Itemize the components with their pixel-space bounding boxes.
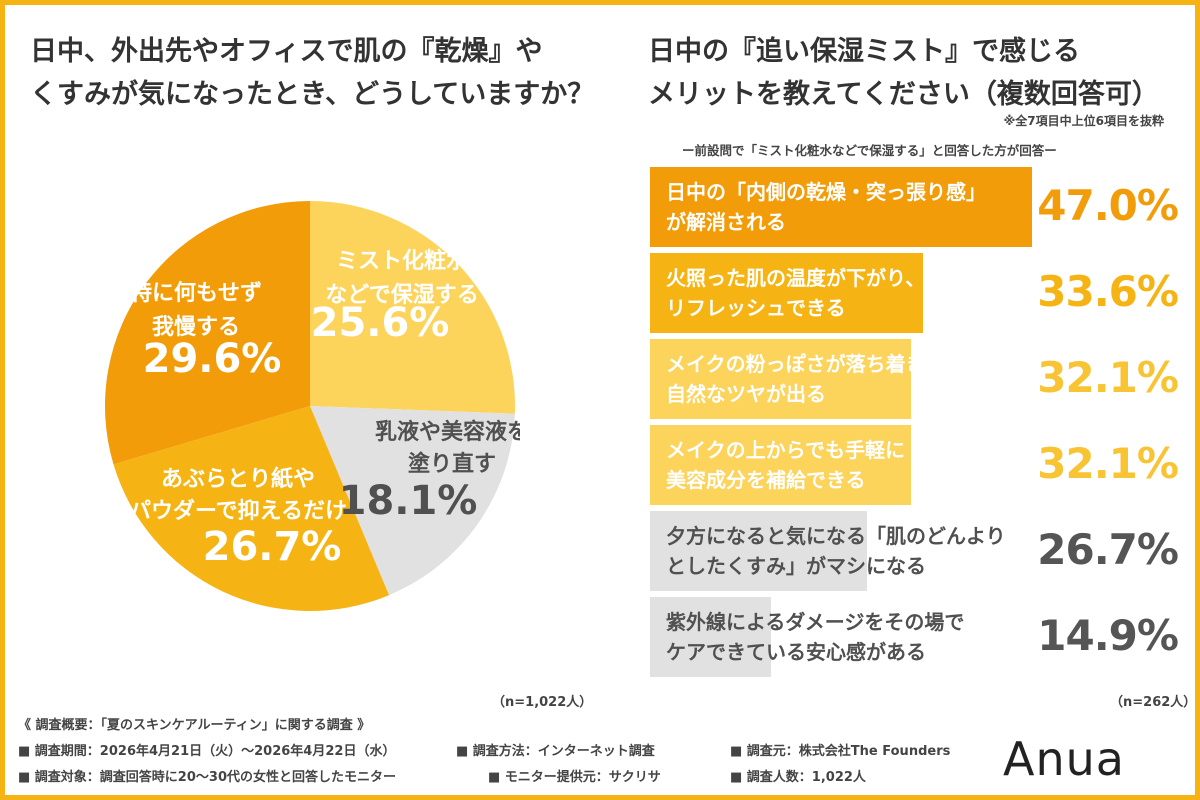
pie-value-3: 29.6%: [143, 336, 282, 382]
respondent-note: ー前設問で「ミスト化粧水などで保湿する」と回答した方が回答ー: [682, 143, 1057, 158]
pie-slice-3: [105, 201, 310, 465]
bar-1: [650, 253, 923, 333]
pie-slice-0: [310, 201, 515, 414]
bar-value-0: 47.0%: [1037, 181, 1179, 230]
pie-slice-1: [310, 406, 515, 596]
bar-5: [650, 597, 771, 677]
pie-label-1-0: 乳液や美容液を: [375, 419, 520, 445]
bar-row-0: 日中の「内側の乾燥・突っ張り感」 が解消される 47.0%: [650, 167, 1180, 247]
pie-sample-size: （n=1,022人）: [492, 695, 593, 710]
pie-label-2-1: パウダーで抑えるだけ: [129, 498, 347, 524]
bar-label-line-0-0: 日中の「内側の乾燥・突っ張り感」: [666, 180, 986, 204]
bar-label-5: 紫外線によるダメージをその場で ケアできている安心感がある: [666, 607, 964, 667]
right-title-line-1: 日中の『追い保湿ミスト』で感じる: [648, 36, 1080, 67]
bar-label-2: メイクの粉っぽさが落ち着き、 自然なツヤが出る: [666, 349, 944, 409]
left-title-line-1: 日中、外出先やオフィスで肌の『乾燥』や: [30, 36, 543, 67]
survey-period: ■ 調査期間：2026年4月21日（火）〜2026年4月22日（水）: [18, 744, 396, 759]
bar-row-1: 火照った肌の温度が下がり、 リフレッシュできる 33.6%: [650, 253, 1180, 333]
bar-label-0: 日中の「内側の乾燥・突っ張り感」 が解消される: [666, 177, 986, 237]
bar-value-3: 32.1%: [1037, 439, 1179, 488]
bar-sample-size: （n=262人）: [1110, 695, 1197, 710]
bar-value-1: 33.6%: [1037, 267, 1179, 316]
bar-label-4: 夕方になると気になる「肌のどんより としたくすみ」がマシになる: [666, 521, 1006, 581]
survey-target: ■ 調査対象：調査回答時に20〜30代の女性と回答したモニター: [18, 770, 396, 785]
excerpt-note: ※全7項目中上位6項目を抜粋: [1003, 114, 1164, 128]
bar-row-2: メイクの粉っぽさが落ち着き、 自然なツヤが出る 32.1%: [650, 339, 1180, 419]
survey-count: ■ 調査人数：1,022人: [730, 770, 866, 785]
bar-3: [650, 425, 911, 505]
pie-label-1-1: 塗り直す: [408, 451, 496, 477]
pie-slice-2: [113, 406, 390, 611]
bar-label-line-3-0: メイクの上からでも手軽に: [666, 438, 905, 462]
bar-2: [650, 339, 911, 419]
bar-label-1: 火照った肌の温度が下がり、 リフレッシュできる: [666, 263, 925, 323]
bar-row-3: メイクの上からでも手軽に 美容成分を補給できる 32.1%: [650, 425, 1180, 505]
pie-label-0-0: ミスト化粧水: [336, 248, 469, 274]
survey-source: ■ 調査元：株式会社The Founders: [730, 744, 951, 759]
pie-value-1: 18.1%: [339, 478, 478, 524]
bar-label-line-0-1: が解消される: [666, 210, 786, 234]
right-title-line-2: メリットを教えてください（複数回答可）: [648, 79, 1159, 110]
survey-title: 《 調査概要：「夏のスキンケアルーティン」に関する調査 》: [18, 718, 371, 733]
pie-label-2-0: あぶらとり紙や: [161, 466, 315, 492]
bar-value-5: 14.9%: [1037, 611, 1179, 660]
survey-provider: ■ モニター提供元：サクリサ: [488, 770, 661, 785]
left-chart-title: 日中、外出先やオフィスで肌の『乾燥』や くすみが気になったとき、どうしていますか…: [30, 30, 610, 116]
bar-label-line-1-0: 火照った肌の温度が下がり、: [666, 266, 926, 290]
bar-value-4: 26.7%: [1037, 525, 1179, 574]
bar-label-line-5-0: 紫外線によるダメージをその場で: [666, 610, 965, 634]
bar-label-line-2-1: 自然なツヤが出る: [666, 382, 826, 406]
bar-label-3: メイクの上からでも手軽に 美容成分を補給できる: [666, 435, 905, 495]
bar-value-2: 32.1%: [1037, 353, 1179, 402]
survey-method: ■ 調査方法：インターネット調査: [456, 744, 655, 759]
bar-label-line-3-1: 美容成分を補給できる: [666, 468, 866, 492]
bar-label-line-2-0: メイクの粉っぽさが落ち着き、: [666, 352, 945, 376]
pie-value-2: 26.7%: [203, 524, 342, 570]
pie-value-0: 25.6%: [311, 300, 450, 346]
bar-label-line-1-1: リフレッシュできる: [666, 296, 846, 320]
bar-4: [650, 511, 867, 591]
bar-0: [650, 167, 1032, 247]
bar-row-4: 夕方になると気になる「肌のどんより としたくすみ」がマシになる 26.7%: [650, 511, 1180, 591]
pie-label-0-1: などで保湿する: [325, 283, 479, 308]
bar-chart: 日中の「内側の乾燥・突っ張り感」 が解消される 47.0% 火照った肌の温度が下がり、…: [650, 167, 1180, 683]
bar-label-line-5-1: ケアできている安心感がある: [666, 640, 926, 664]
bar-label-line-4-1: としたくすみ」がマシになる: [666, 554, 926, 578]
right-chart-title: 日中の『追い保湿ミスト』で感じる メリットを教えてください（複数回答可）: [648, 30, 1178, 116]
pie-label-3-1: 我慢する: [152, 314, 240, 340]
left-title-line-2: くすみが気になったとき、どうしていますか？: [30, 79, 595, 110]
bar-row-5: 紫外線によるダメージをその場で ケアできている安心感がある 14.9%: [650, 597, 1180, 677]
brand-logo: Anua: [1003, 732, 1125, 786]
bar-label-line-4-0: 夕方になると気になる「肌のどんより: [666, 524, 1006, 548]
pie-label-3-0: 特に何もせず: [130, 280, 262, 306]
